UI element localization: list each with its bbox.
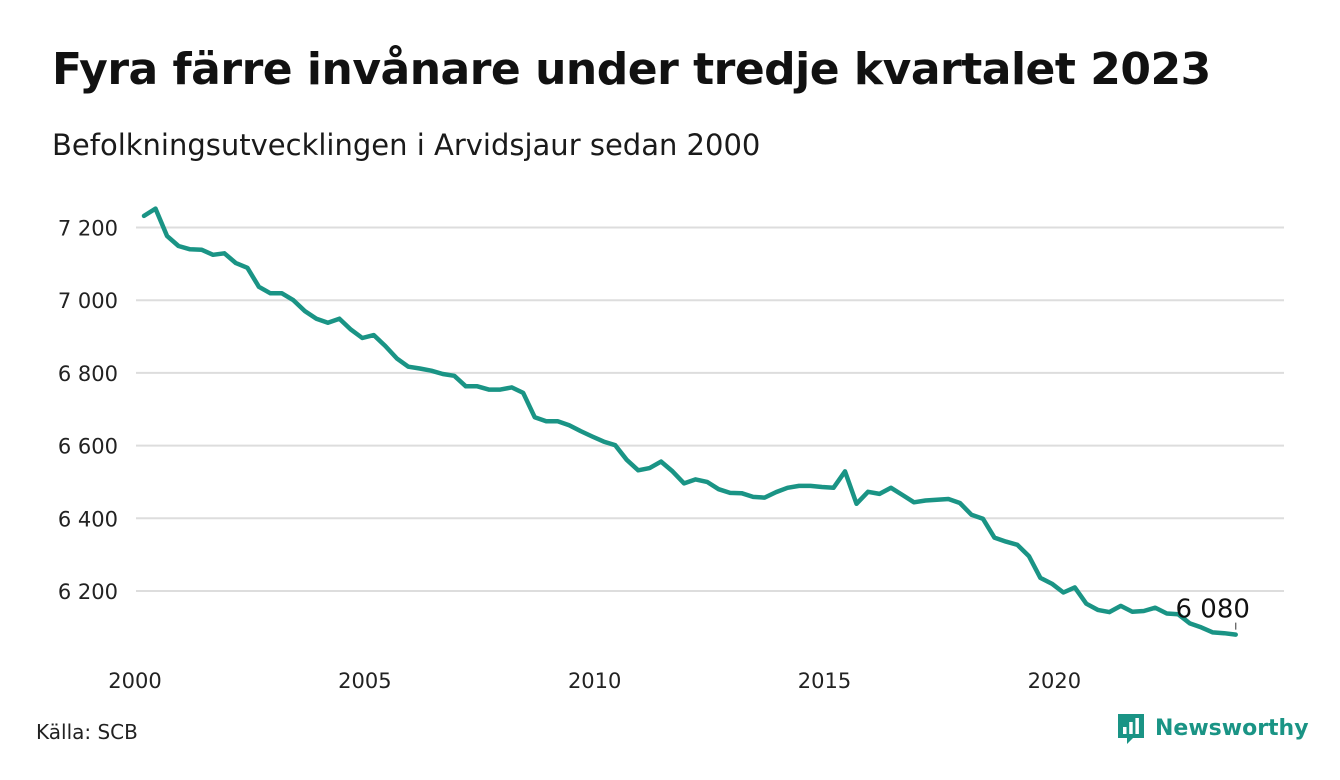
x-tick-label: 2010 <box>568 669 621 693</box>
x-tick-label: 2000 <box>108 669 161 693</box>
chart-subtitle: Befolkningsutvecklingen i Arvidsjaur sed… <box>52 128 761 162</box>
brand-logo: Newsworthy <box>1116 712 1309 746</box>
series-line-population <box>141 206 1238 637</box>
y-tick-label: 6 200 <box>58 580 118 604</box>
end-value-label: 6 080 <box>1176 595 1250 625</box>
y-tick-label: 6 600 <box>58 435 118 459</box>
x-tick-label: 2015 <box>798 669 851 693</box>
x-tick-label: 2005 <box>338 669 391 693</box>
y-axis-ticks: 6 200 6 400 6 600 6 800 7 000 7 200 <box>58 217 118 605</box>
x-axis-ticks: 2000 2005 2010 2015 2020 <box>108 669 1081 693</box>
x-tick-label: 2020 <box>1028 669 1081 693</box>
source-note: Källa: SCB <box>36 720 138 744</box>
gridlines <box>136 226 1284 592</box>
chart-title: Fyra färre invånare under tredje kvartal… <box>52 44 1211 95</box>
newsworthy-logo-icon <box>1118 714 1144 744</box>
y-tick-label: 7 000 <box>58 289 118 313</box>
y-tick-label: 6 800 <box>58 362 118 386</box>
y-tick-label: 7 200 <box>58 217 118 241</box>
brand-name: Newsworthy <box>1155 716 1309 741</box>
y-tick-label: 6 400 <box>58 507 118 531</box>
